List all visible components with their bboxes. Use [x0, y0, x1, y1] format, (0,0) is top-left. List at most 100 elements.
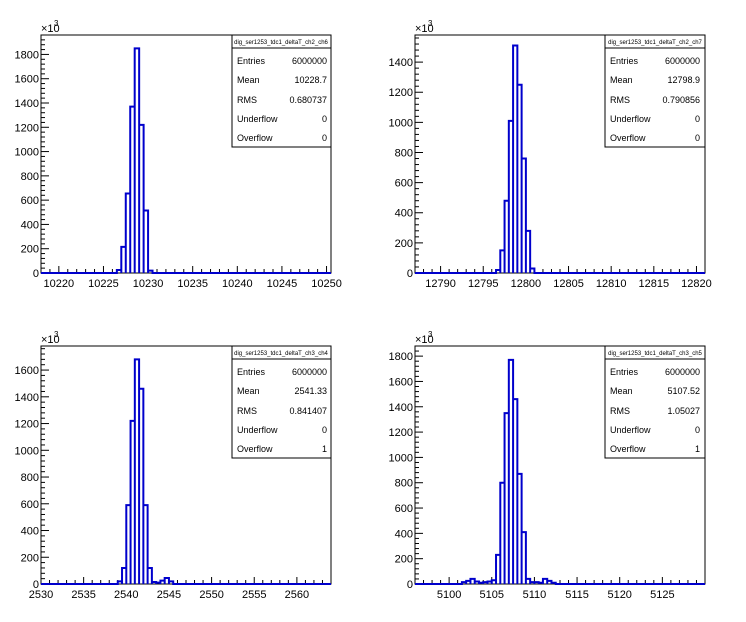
x-tick-label-2-1: 12795 [468, 278, 499, 290]
axis-ticks-2: 12790 12795 12800 12805 12810 12815 12820 0 200 4… [389, 37, 712, 290]
y-tick-label-3-5: 1000 [15, 445, 39, 457]
y-tick-label-4-3: 600 [395, 503, 413, 515]
x-tick-label-3-3: 2545 [157, 589, 181, 601]
stats-overflow-label-2: Overflow [610, 133, 646, 143]
histogram-outline-1 [41, 47, 331, 274]
y-tick-label-1-2: 400 [21, 219, 39, 231]
x-tick-label-4-1: 5105 [480, 589, 504, 601]
x-tick-label-1-5: 10245 [267, 278, 298, 290]
y-tick-label-1-1: 200 [21, 244, 39, 256]
stats-entries-label-3: Entries [237, 367, 266, 377]
x-tick-label-1-3: 10235 [177, 278, 208, 290]
stats-underflow-label-1: Underflow [237, 114, 278, 124]
stats-overflow-value-3: 1 [322, 444, 327, 454]
stats-entries-value-3: 6000000 [292, 367, 327, 377]
y-tick-label-3-0: 0 [33, 579, 39, 591]
x-tick-label-3-1: 2535 [71, 589, 95, 601]
stats-overflow-value-1: 0 [322, 133, 327, 143]
x-tick-label-2-2: 12800 [511, 278, 542, 290]
y-tick-label-2-7: 1400 [389, 57, 413, 69]
x-tick-label-2-0: 12790 [425, 278, 456, 290]
y-tick-label-3-2: 400 [21, 526, 39, 538]
stats-mean-label-3: Mean [237, 386, 260, 396]
stats-underflow-label-2: Underflow [610, 114, 651, 124]
axis-ticks-4: 5100 5105 5110 5115 5120 5125 0 200 400 600 800 100… [389, 345, 706, 601]
stats-underflow-value-1: 0 [322, 114, 327, 124]
stats-entries-label-4: Entries [610, 367, 639, 377]
y-tick-label-4-9: 1800 [389, 351, 413, 363]
stats-mean-value-1: 10228.7 [294, 75, 327, 85]
stats-title-1: dig_ser1253_tdc1_deltaT_ch2_ch6 [234, 40, 328, 46]
y-multiplier-label-4: ×10 [415, 334, 434, 346]
x-tick-label-3-2: 2540 [114, 589, 138, 601]
x-tick-label-2-3: 12805 [553, 278, 584, 290]
histogram-panel-4: 5100 5105 5110 5115 5120 5125 0 200 400 600 800 100… [389, 330, 706, 601]
y-tick-label-2-2: 400 [395, 208, 413, 220]
y-tick-label-2-0: 0 [407, 268, 413, 280]
x-tick-label-1-0: 10220 [44, 278, 75, 290]
stats-box-2: dig_ser1253_tdc1_deltaT_ch2_ch7 Entries … [604, 34, 706, 148]
y-tick-label-1-8: 1600 [15, 74, 39, 86]
x-tick-label-1-2: 10230 [133, 278, 164, 290]
histogram-outline-3 [41, 358, 331, 585]
stats-underflow-value-3: 0 [322, 425, 327, 435]
stats-title-2: dig_ser1253_tdc1_deltaT_ch2_ch7 [608, 40, 702, 46]
stats-rms-label-1: RMS [237, 95, 257, 105]
y-tick-label-2-1: 200 [395, 238, 413, 250]
stats-box-1: dig_ser1253_tdc1_deltaT_ch2_ch6 Entries … [231, 34, 332, 148]
stats-overflow-value-2: 0 [695, 133, 700, 143]
stats-rms-value-3: 0.841407 [289, 406, 327, 416]
stats-mean-value-2: 12798.9 [667, 75, 700, 85]
histogram-panel-2: 12790 12795 12800 12805 12810 12815 12820 0 200 4… [389, 19, 712, 290]
y-tick-label-2-4: 800 [395, 147, 413, 159]
histogram-outline-2 [415, 44, 705, 274]
x-tick-label-3-5: 2555 [242, 589, 266, 601]
y-tick-label-1-0: 0 [33, 268, 39, 280]
y-tick-label-1-6: 1200 [15, 122, 39, 134]
stats-title-4: dig_ser1253_tdc1_deltaT_ch3_ch5 [608, 351, 702, 357]
y-exponent-label-4: 3 [428, 330, 433, 339]
x-tick-label-1-1: 10225 [88, 278, 119, 290]
stats-underflow-value-4: 0 [695, 425, 700, 435]
y-tick-label-2-6: 1200 [389, 87, 413, 99]
y-tick-label-4-8: 1600 [389, 376, 413, 388]
y-tick-label-3-4: 800 [21, 472, 39, 484]
y-exponent-label-2: 3 [428, 19, 433, 28]
x-tick-label-4-4: 5120 [607, 589, 631, 601]
stats-title-3: dig_ser1253_tdc1_deltaT_ch3_ch4 [234, 351, 328, 357]
y-tick-label-3-1: 200 [21, 552, 39, 564]
stats-underflow-value-2: 0 [695, 114, 700, 124]
axis-ticks-3: 2530 2535 2540 2545 2550 2555 2560 0 200 400 600 80… [15, 348, 332, 601]
y-tick-label-1-7: 1400 [15, 98, 39, 110]
y-tick-label-4-7: 1400 [389, 402, 413, 414]
stats-entries-value-4: 6000000 [665, 367, 700, 377]
y-tick-label-1-4: 800 [21, 171, 39, 183]
stats-mean-value-4: 5107.52 [667, 386, 700, 396]
stats-underflow-label-4: Underflow [610, 425, 651, 435]
y-tick-label-3-7: 1400 [15, 392, 39, 404]
histogram-outline-4 [415, 358, 705, 585]
y-multiplier-label-1: ×10 [41, 23, 60, 35]
y-tick-label-2-3: 600 [395, 178, 413, 190]
y-tick-label-4-6: 1200 [389, 427, 413, 439]
x-tick-label-4-0: 5100 [437, 589, 461, 601]
x-tick-label-4-5: 5125 [650, 589, 674, 601]
histogram-bars-2 [496, 46, 534, 273]
stats-rms-value-2: 0.790856 [662, 95, 700, 105]
y-exponent-label-3: 3 [54, 330, 59, 339]
stats-entries-value-1: 6000000 [292, 56, 327, 66]
x-tick-label-1-6: 10250 [311, 278, 342, 290]
y-tick-label-1-5: 1000 [15, 147, 39, 159]
x-tick-label-3-0: 2530 [29, 589, 53, 601]
stats-overflow-label-1: Overflow [237, 133, 273, 143]
histogram-panel-1: 10220 10225 10230 10235 10240 10245 10250 0 200 4… [15, 19, 342, 290]
x-tick-label-4-3: 5115 [565, 589, 589, 601]
x-tick-label-1-4: 10240 [222, 278, 253, 290]
stats-mean-label-4: Mean [610, 386, 633, 396]
axis-ticks-1: 10220 10225 10230 10235 10240 10245 10250 0 200 4… [15, 34, 342, 290]
x-tick-label-4-2: 5110 [523, 589, 547, 601]
x-tick-label-2-5: 12815 [639, 278, 670, 290]
stats-overflow-label-3: Overflow [237, 444, 273, 454]
x-tick-label-3-6: 2560 [285, 589, 309, 601]
